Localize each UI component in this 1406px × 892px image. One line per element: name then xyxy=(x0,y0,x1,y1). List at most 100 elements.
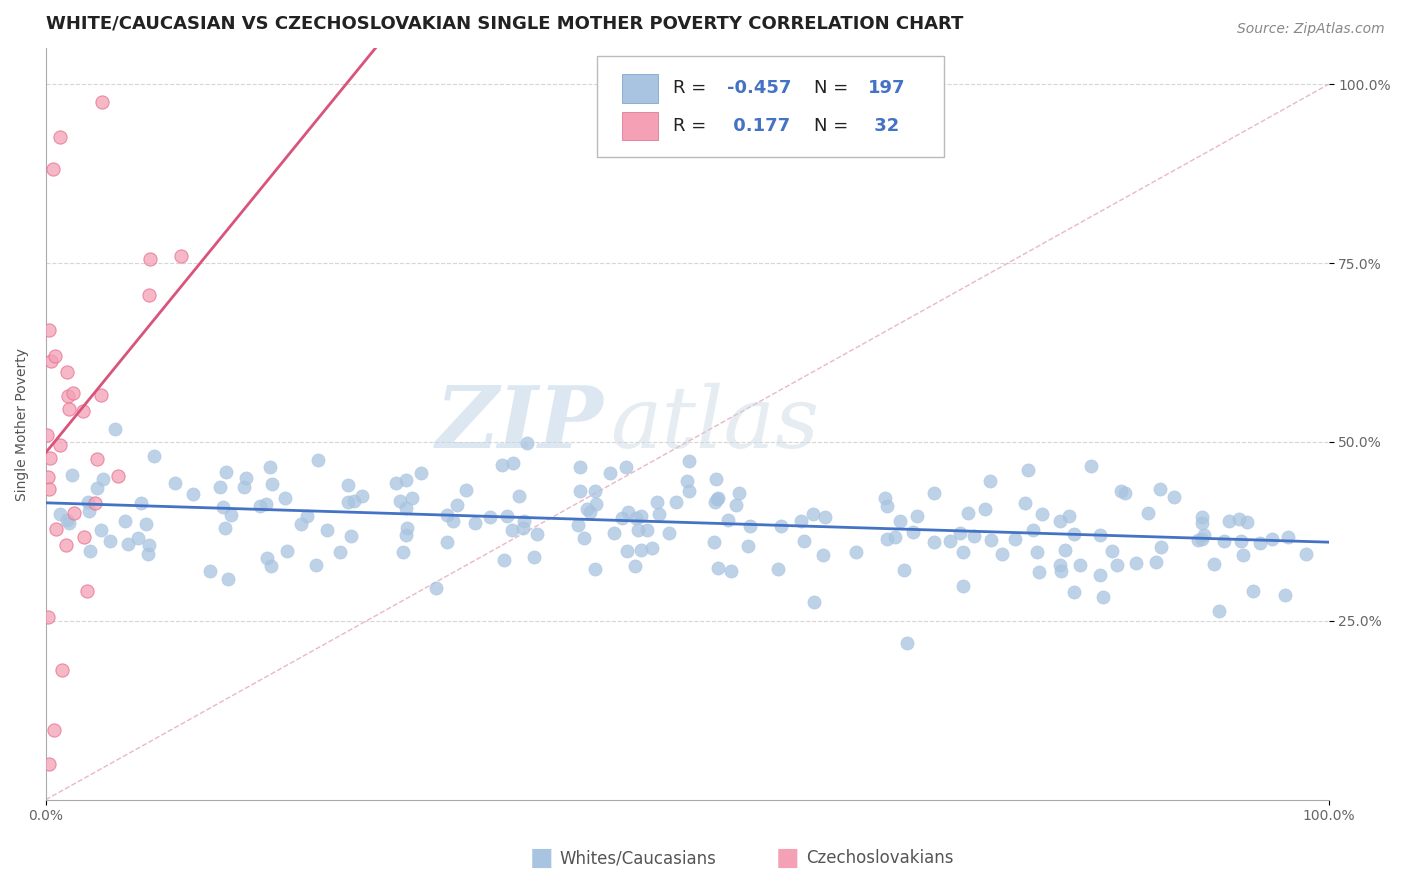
Point xyxy=(627,524,650,538)
Point xyxy=(44,723,66,738)
Point xyxy=(801,507,824,521)
Point xyxy=(939,534,962,549)
Text: N =: N = xyxy=(814,117,855,135)
Point xyxy=(79,544,101,558)
Point xyxy=(86,451,108,466)
Point xyxy=(901,525,924,540)
Point xyxy=(569,460,592,475)
Point xyxy=(1136,507,1159,521)
Point xyxy=(1049,515,1071,529)
Point xyxy=(494,553,516,567)
Point xyxy=(1227,512,1250,526)
Point xyxy=(117,537,139,551)
Point xyxy=(1218,514,1240,528)
Point xyxy=(876,532,898,546)
Point xyxy=(276,543,298,558)
Point xyxy=(614,459,637,474)
Point xyxy=(567,517,589,532)
Point xyxy=(873,491,896,505)
Point xyxy=(441,514,464,528)
Text: -0.457: -0.457 xyxy=(727,79,792,97)
Point xyxy=(526,526,548,541)
Point xyxy=(1191,516,1213,531)
Point xyxy=(181,487,204,501)
Point xyxy=(307,453,329,467)
Point xyxy=(1232,548,1254,562)
Point xyxy=(1144,555,1167,569)
Point xyxy=(56,513,79,527)
Point xyxy=(1241,584,1264,599)
Point xyxy=(728,485,751,500)
Point xyxy=(704,495,727,509)
Point xyxy=(624,511,647,525)
Point xyxy=(922,485,945,500)
Point xyxy=(409,466,432,480)
Point xyxy=(107,469,129,483)
Point xyxy=(905,509,928,524)
Point xyxy=(343,493,366,508)
Point xyxy=(979,475,1001,489)
Point xyxy=(1053,543,1076,558)
Point xyxy=(889,514,911,528)
Point xyxy=(337,478,360,492)
Point xyxy=(585,562,607,576)
Point xyxy=(1202,557,1225,571)
Point xyxy=(77,504,100,518)
Point xyxy=(664,494,686,508)
Point xyxy=(1004,532,1026,546)
Point xyxy=(720,564,742,578)
FancyBboxPatch shape xyxy=(621,74,658,103)
Point xyxy=(131,495,153,509)
Point xyxy=(957,506,980,520)
Point xyxy=(98,534,121,549)
Point xyxy=(678,454,700,468)
Point xyxy=(45,523,67,537)
Point xyxy=(436,508,458,522)
Point xyxy=(385,475,408,490)
Point xyxy=(479,509,502,524)
Point xyxy=(41,354,63,368)
Point xyxy=(329,545,352,559)
Point xyxy=(793,534,815,549)
Point xyxy=(569,483,592,498)
Point xyxy=(1261,533,1284,547)
Point xyxy=(703,534,725,549)
Point xyxy=(811,548,834,562)
Point xyxy=(949,525,972,540)
Y-axis label: Single Mother Poverty: Single Mother Poverty xyxy=(15,348,30,500)
Point xyxy=(259,460,281,475)
Point xyxy=(707,560,730,574)
Point xyxy=(44,349,66,363)
Point xyxy=(49,438,72,452)
Point xyxy=(896,636,918,650)
Point xyxy=(55,538,77,552)
Point xyxy=(1063,526,1085,541)
FancyBboxPatch shape xyxy=(598,56,943,157)
Point xyxy=(127,531,149,545)
Point xyxy=(456,483,478,497)
Point xyxy=(260,558,283,573)
Point xyxy=(575,502,598,516)
FancyBboxPatch shape xyxy=(621,112,658,140)
Point xyxy=(630,508,652,523)
Point xyxy=(249,499,271,513)
Point xyxy=(72,403,94,417)
Point xyxy=(845,545,868,559)
Point xyxy=(38,482,60,496)
Point xyxy=(790,514,813,528)
Point xyxy=(214,520,236,534)
Point xyxy=(91,95,114,109)
Point xyxy=(770,518,793,533)
Point xyxy=(963,528,986,542)
Point xyxy=(394,473,416,487)
Text: 197: 197 xyxy=(868,79,905,97)
Point xyxy=(1069,558,1091,572)
Point xyxy=(198,564,221,578)
Point xyxy=(39,451,62,466)
Point xyxy=(610,510,633,524)
Point xyxy=(305,558,328,572)
Point xyxy=(464,516,486,531)
Point xyxy=(446,498,468,512)
Point xyxy=(219,508,242,522)
Point xyxy=(114,514,136,528)
